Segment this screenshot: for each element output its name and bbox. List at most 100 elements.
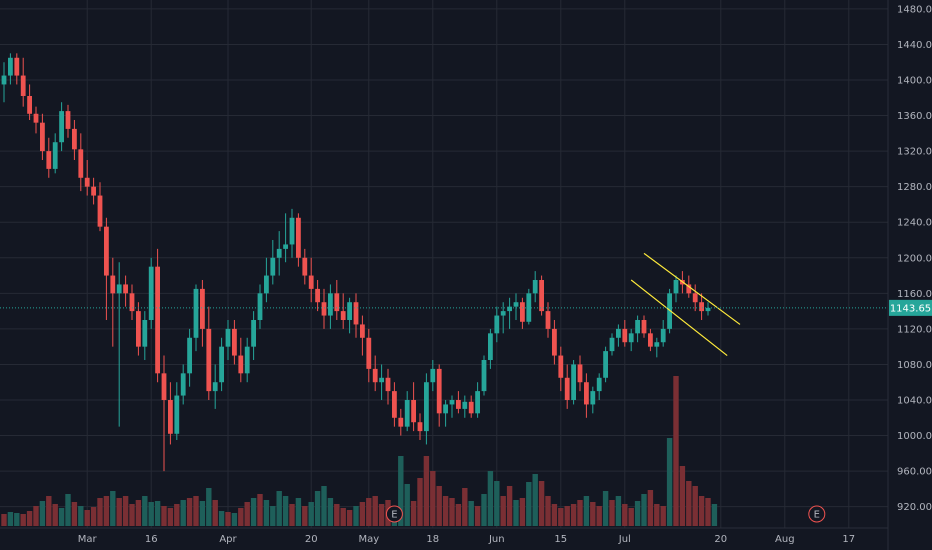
candle-body <box>360 324 365 338</box>
volume-bar <box>359 502 366 526</box>
volume-bar <box>558 508 564 526</box>
last-price-tag <box>889 299 932 316</box>
candle-body <box>667 293 672 329</box>
candle-body <box>8 57 13 76</box>
candle-body <box>430 368 436 383</box>
candle-body <box>270 257 276 276</box>
volume-bar <box>327 498 334 526</box>
volume-bar <box>180 500 186 526</box>
candle-body <box>417 422 423 432</box>
y-tick-label: 1240.00 <box>897 218 932 229</box>
candle-body <box>577 364 583 383</box>
earnings-marker[interactable] <box>808 505 826 523</box>
candle-body <box>315 288 320 303</box>
volume-bar <box>641 494 647 526</box>
volume-bar <box>199 501 206 526</box>
x-tick-label: Apr <box>219 534 237 545</box>
candle-body <box>564 377 570 400</box>
volume-bar <box>250 498 257 526</box>
trend-line[interactable] <box>643 252 741 325</box>
volume-bar <box>97 498 103 526</box>
x-tick-label: 17 <box>842 534 855 545</box>
volume-bar <box>487 471 494 526</box>
volume-bar <box>14 513 20 526</box>
volume-bar <box>321 486 327 526</box>
candle-body <box>27 96 32 114</box>
volume-bar <box>46 496 52 526</box>
volume-bar <box>122 496 129 526</box>
candle-body <box>155 266 160 374</box>
candle-body <box>91 186 96 196</box>
volume-bar <box>660 506 666 526</box>
candle-body <box>641 320 647 334</box>
volume-bar <box>577 500 583 526</box>
volume-bar <box>52 504 58 526</box>
y-tick-label: 920.00 <box>897 502 932 513</box>
candle-body <box>14 57 20 76</box>
volume-bar <box>116 498 122 526</box>
volume-bar <box>410 501 417 526</box>
candle-body <box>353 302 359 325</box>
volume-bar <box>218 511 225 526</box>
candle-body <box>590 391 596 405</box>
x-tick-label: 20 <box>305 534 318 545</box>
candle-body <box>705 307 711 312</box>
volume-bar <box>20 514 26 526</box>
volume-bar <box>135 500 142 526</box>
candle-body <box>1 75 7 85</box>
candle-body <box>78 149 84 178</box>
candle-body <box>161 373 167 400</box>
candle-body <box>436 368 442 414</box>
candle-body <box>648 333 653 347</box>
candle-body <box>609 337 615 352</box>
volume-bar <box>167 508 174 526</box>
volume-bar <box>679 466 686 526</box>
x-tick-label: Aug <box>775 534 795 545</box>
y-tick-label: 1400.00 <box>897 76 932 87</box>
earnings-marker[interactable] <box>385 505 403 523</box>
volume-bar <box>583 496 590 526</box>
volume-bar <box>308 502 314 526</box>
candle-body <box>225 328 231 347</box>
volume-bar <box>7 512 14 526</box>
volume-bar <box>673 376 679 526</box>
candle-body <box>302 257 308 276</box>
volume-bar <box>551 504 558 526</box>
volume-bar <box>353 506 359 526</box>
y-tick-label: 1080.00 <box>897 360 932 371</box>
volume-bar <box>372 496 378 526</box>
volume-bar <box>506 486 513 526</box>
candle-body <box>366 337 372 369</box>
candle-body <box>571 364 576 400</box>
volume-bar <box>129 504 135 526</box>
volume-bar <box>39 501 46 526</box>
volume-bar <box>519 498 526 526</box>
candle-body <box>251 320 256 347</box>
candle-body <box>462 401 468 409</box>
y-tick-label: 1120.00 <box>897 324 932 335</box>
volume-bar <box>302 506 308 526</box>
candle-body <box>276 248 282 258</box>
volume-bar <box>417 478 423 526</box>
volume-bar <box>148 502 154 526</box>
volume-bar <box>238 508 244 526</box>
volume-bar <box>212 500 218 526</box>
candle-body <box>116 284 122 294</box>
volume-bar <box>494 481 500 526</box>
candle-body <box>545 311 551 329</box>
candle-body <box>257 293 263 320</box>
candle-body <box>532 280 538 294</box>
trend-line[interactable] <box>630 279 728 357</box>
candle-body <box>686 284 692 294</box>
volume-bar <box>110 491 116 526</box>
volume-bar <box>206 488 212 526</box>
volume-bar <box>564 506 570 526</box>
volume-bar <box>231 513 238 526</box>
candle-body <box>328 293 333 316</box>
volume-bar <box>84 510 90 526</box>
volume-bar <box>58 508 65 526</box>
volume-bar <box>686 481 692 526</box>
